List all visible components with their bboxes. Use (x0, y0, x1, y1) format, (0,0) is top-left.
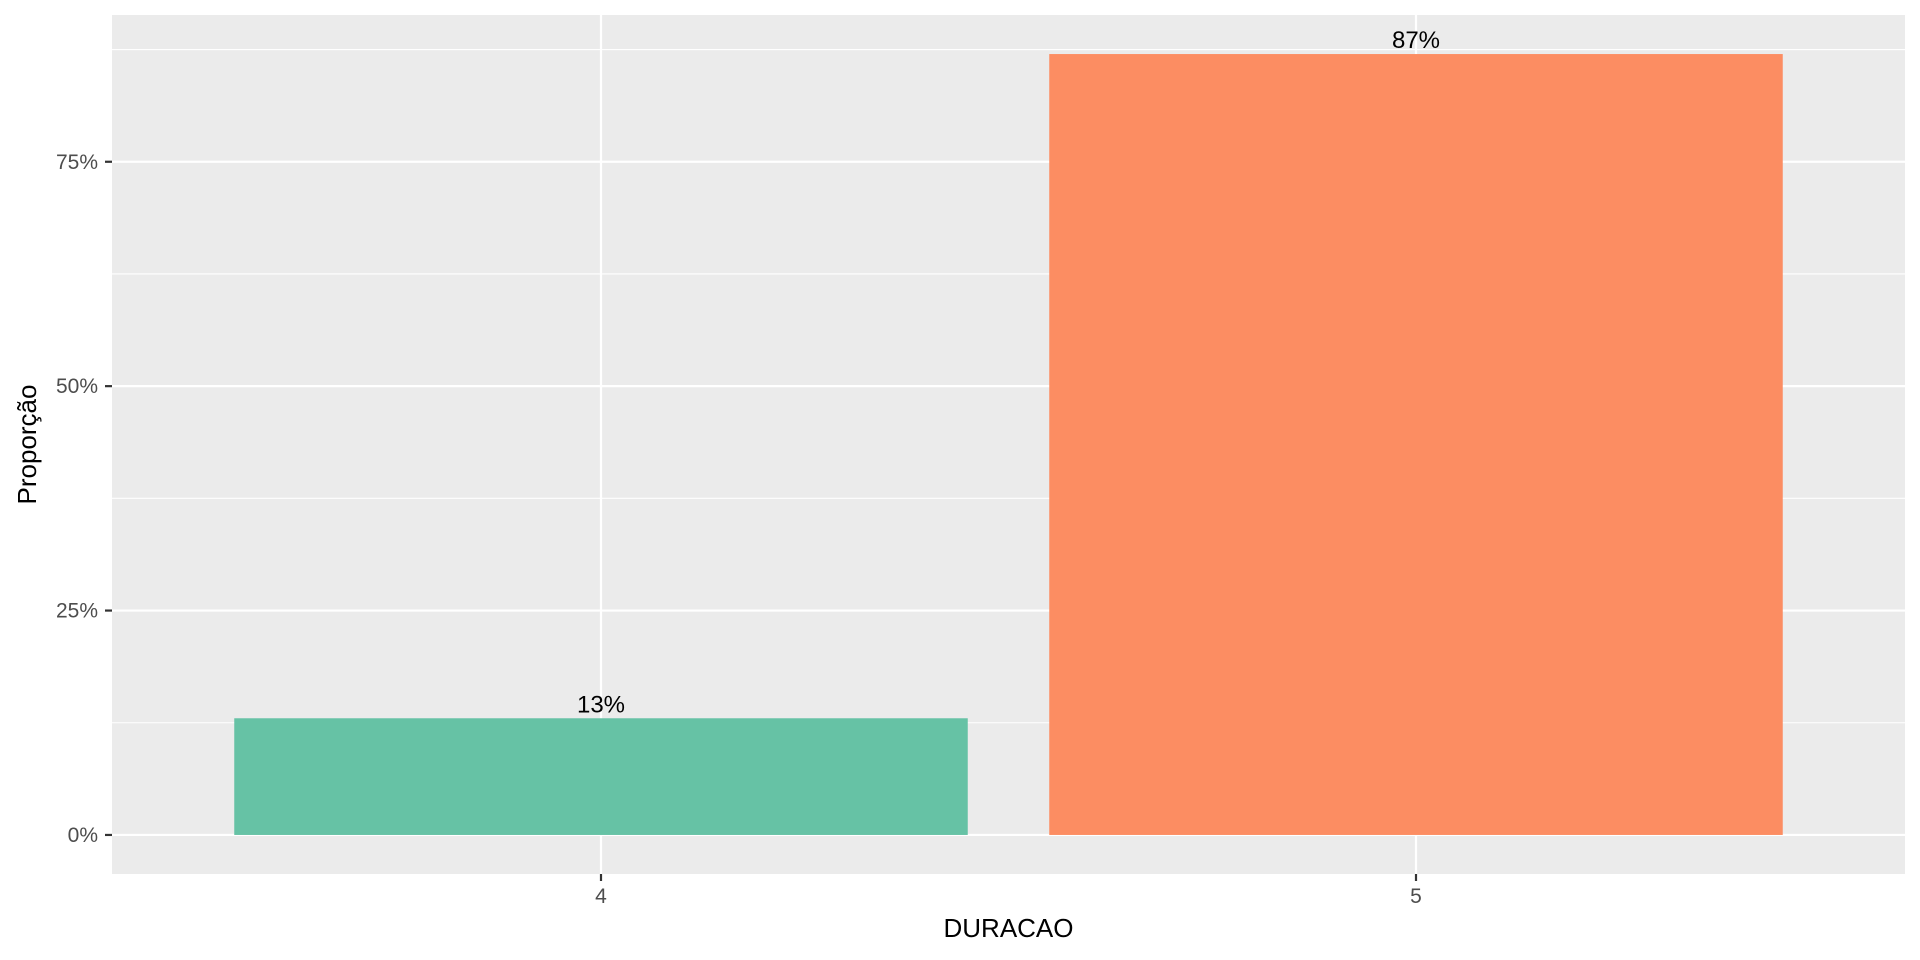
y-tick-label: 25% (56, 600, 98, 623)
x-axis-title: DURACAO (943, 913, 1073, 943)
y-tick-label: 0% (68, 824, 98, 847)
data-labels: 13% 87% (577, 27, 1440, 718)
bar-5 (1049, 54, 1783, 835)
y-tick-label: 75% (56, 151, 98, 174)
y-axis: 0% 25% 50% 75% (56, 151, 112, 847)
y-tick-label: 50% (56, 375, 98, 398)
y-axis-title: Proporção (12, 385, 42, 505)
bars (234, 54, 1783, 835)
x-tick-label: 4 (595, 885, 607, 908)
x-tick-label: 5 (1410, 885, 1422, 908)
bar-value-label-5: 87% (1392, 27, 1440, 54)
bar-4 (234, 718, 968, 835)
bar-value-label-4: 13% (577, 691, 625, 718)
